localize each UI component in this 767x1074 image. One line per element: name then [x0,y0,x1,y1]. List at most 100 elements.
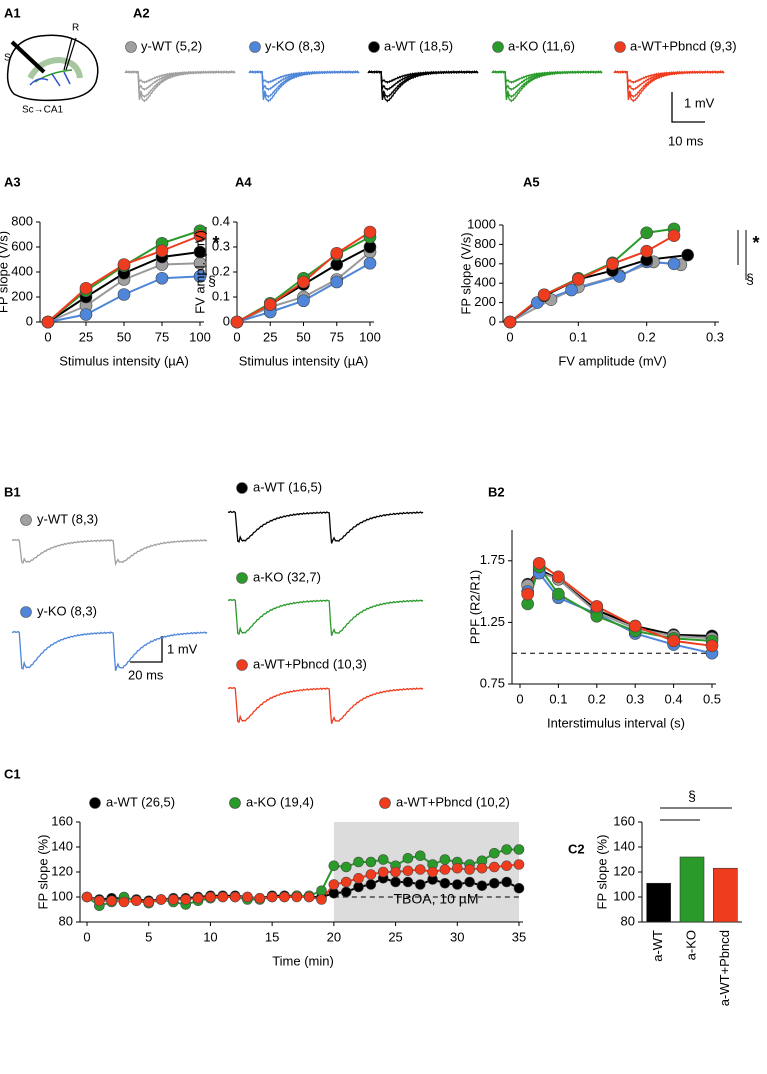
y-tick-label: 200 [474,294,496,309]
data-point [41,315,55,329]
x-tick-label: 25 [79,329,93,344]
y-tick-label: 140 [51,838,73,853]
data-point [513,844,525,855]
x-tick-label: 0 [83,929,90,944]
data-point [439,877,451,889]
scale-label: 1 mV [684,95,715,110]
data-point [451,879,463,890]
series-line [509,254,688,323]
x-tick-label: 0 [44,329,51,344]
rec-label: R [72,23,79,34]
panel-label: A4 [235,174,252,189]
data-point [681,248,694,262]
data-point [330,246,344,260]
x-axis-label: Stimulus intensity (µA) [239,353,369,368]
legend-label: a-KO (11,6) [508,38,575,53]
shaded-region [333,822,519,922]
x-tick-label: 100 [189,329,211,344]
x-tick-label: a-KO [683,930,698,960]
data-point [390,866,401,878]
y-tick-label: 1.25 [480,614,505,629]
x-tick-label: 25 [263,329,277,344]
data-point [217,891,229,903]
scale-label: 1 mV [167,641,198,656]
panel-label: B2 [488,484,505,499]
x-tick-label: 0.3 [626,691,644,706]
x-tick-label: a-WT [650,930,665,962]
y-tick-label: 100 [613,888,635,903]
data-point [328,860,340,872]
annotation: * [752,233,759,253]
panel-label: C1 [4,766,21,781]
data-point [402,876,414,888]
data-point [513,882,525,894]
legend-marker [236,572,248,584]
data-point [143,896,155,908]
annotation: * [212,233,219,253]
data-point [489,877,500,889]
legend-label: a-WT+Pbncd (10,3) [253,656,367,671]
scale-label: 10 ms [668,133,704,148]
y-tick-label: 0.4 [212,213,230,228]
stim-electrode [10,40,46,74]
panel-label: B1 [4,484,21,499]
x-tick-label: 35 [512,929,526,944]
x-tick-label: 20 [327,929,341,944]
legend-label: a-WT+Pbncd (10,2) [396,794,510,809]
data-point [131,895,142,907]
data-point [155,244,169,258]
y-tick-label: 600 [11,238,33,253]
data-point [628,619,642,633]
data-point [402,852,414,864]
bar [713,867,738,923]
data-point [501,844,512,855]
data-point [552,587,565,601]
data-point [316,894,327,905]
legend-marker [89,797,101,809]
data-point [537,288,551,302]
data-point [79,308,93,321]
data-point [365,869,377,880]
legend-label: y-WT (5,2) [141,38,202,53]
data-point [94,895,105,907]
data-point [667,257,681,271]
x-tick-label: 0 [233,329,240,344]
data-point [402,865,414,877]
data-point [340,886,352,898]
data-point [451,862,463,874]
data-point [117,258,131,271]
y-tick-label: 140 [613,838,635,853]
y-tick-label: 0.2 [212,263,230,278]
data-point [297,294,310,308]
data-point [205,891,216,903]
data-point [365,879,377,890]
data-point [330,275,344,289]
data-point [363,225,377,239]
x-tick-label: 0.3 [706,329,724,344]
y-axis-label: PPF (R2/R1) [467,570,482,644]
legend-label: y-KO (8,3) [265,38,325,53]
data-point [464,864,475,875]
data-point [263,298,277,311]
data-point [501,876,512,888]
data-point [521,587,534,601]
legend-label: a-WT+Pbncd (9,3) [630,38,737,53]
data-point [193,229,207,243]
bar [646,882,671,923]
series-line [509,260,675,323]
y-axis-label: FP slope (V/s) [0,231,10,313]
y-tick-label: 200 [11,288,33,303]
data-point [476,880,488,892]
trace [124,70,236,103]
x-tick-label: 30 [450,929,464,944]
panel-label: C2 [568,841,585,856]
y-tick-label: 160 [613,813,635,828]
data-point [254,892,266,904]
legend-marker [229,797,241,809]
trace [248,70,360,103]
schaffer-path [34,69,73,83]
panel-label: A5 [523,174,540,189]
data-point [667,634,680,648]
panel-label: A2 [133,5,150,20]
panel-label: A3 [4,174,21,189]
